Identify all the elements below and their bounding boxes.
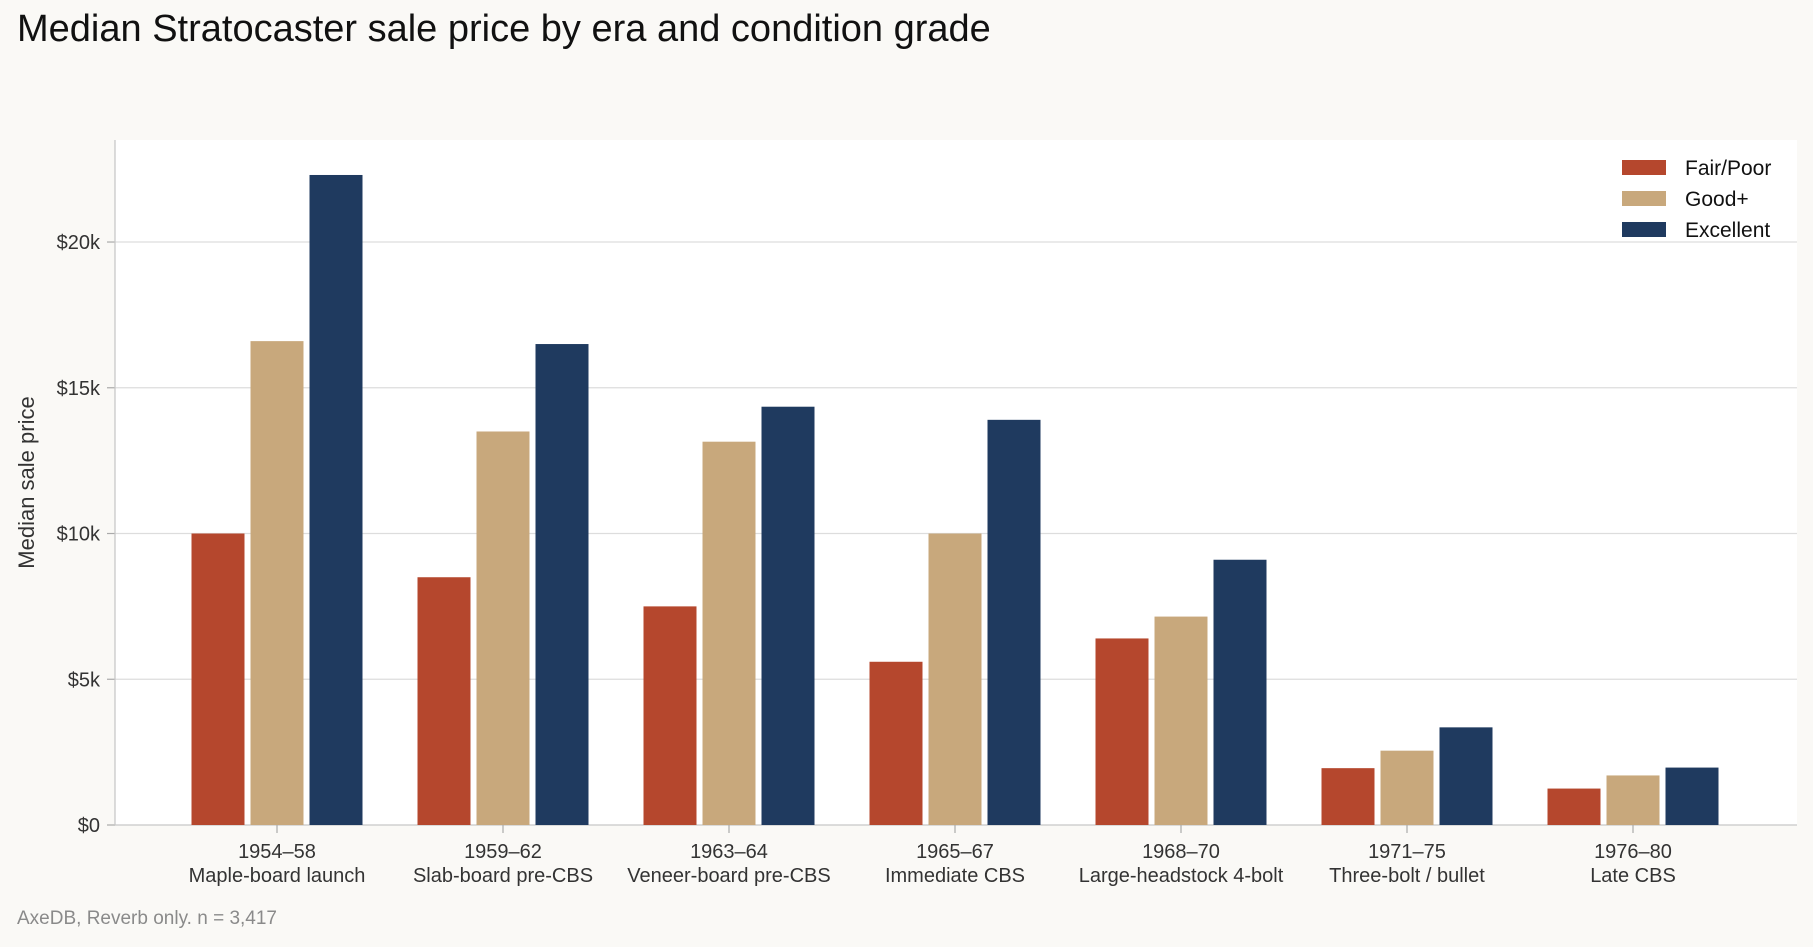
legend-label: Fair/Poor [1685, 157, 1771, 180]
bar [869, 661, 923, 825]
bar [1154, 616, 1208, 825]
bar [928, 533, 982, 825]
chart-title: Median Stratocaster sale price by era an… [17, 8, 991, 50]
x-tick-label: Slab-board pre-CBS [413, 865, 593, 887]
bar [702, 441, 756, 825]
y-tick-label: $5k [68, 669, 101, 691]
x-tick-label: 1963–64 [690, 841, 768, 863]
bar [309, 174, 363, 825]
legend-swatch [1622, 160, 1666, 175]
bar [643, 606, 697, 825]
x-tick-label: 1971–75 [1368, 841, 1446, 863]
bar [1665, 767, 1719, 825]
bar [1606, 775, 1660, 825]
bar [761, 406, 815, 825]
bar [535, 344, 589, 825]
legend-label: Good+ [1685, 188, 1749, 211]
legend-swatch [1622, 222, 1666, 237]
bar [1380, 750, 1434, 825]
x-tick-label: 1968–70 [1142, 841, 1220, 863]
bar [987, 419, 1041, 825]
y-tick-label: $20k [57, 232, 101, 254]
x-tick-label: 1959–62 [464, 841, 542, 863]
legend-swatch [1622, 191, 1666, 206]
x-tick-label: Large-headstock 4-bolt [1079, 865, 1284, 887]
legend-label: Excellent [1685, 219, 1770, 242]
bar [250, 341, 304, 825]
x-tick-label: 1954–58 [238, 841, 316, 863]
x-tick-label: Late CBS [1590, 865, 1676, 887]
x-tick-label: Veneer-board pre-CBS [627, 865, 830, 887]
source-note: AxeDB, Reverb only. n = 3,417 [17, 908, 277, 929]
bar [417, 577, 471, 825]
x-tick-label: Three-bolt / bullet [1329, 865, 1485, 887]
x-tick-label: 1965–67 [916, 841, 994, 863]
x-tick-label: Maple-board launch [189, 865, 366, 887]
y-tick-label: $0 [78, 815, 100, 837]
bar [476, 431, 530, 825]
bar [1547, 788, 1601, 825]
y-tick-label: $10k [57, 524, 101, 546]
bar [1321, 768, 1375, 825]
y-tick-label: $15k [57, 378, 101, 400]
x-tick-label: Immediate CBS [885, 865, 1025, 887]
bar [191, 533, 245, 825]
x-tick-label: 1976–80 [1594, 841, 1672, 863]
y-axis-label: Median sale price [14, 396, 39, 568]
bar [1095, 638, 1149, 825]
bar [1439, 727, 1493, 825]
bar [1213, 559, 1267, 825]
